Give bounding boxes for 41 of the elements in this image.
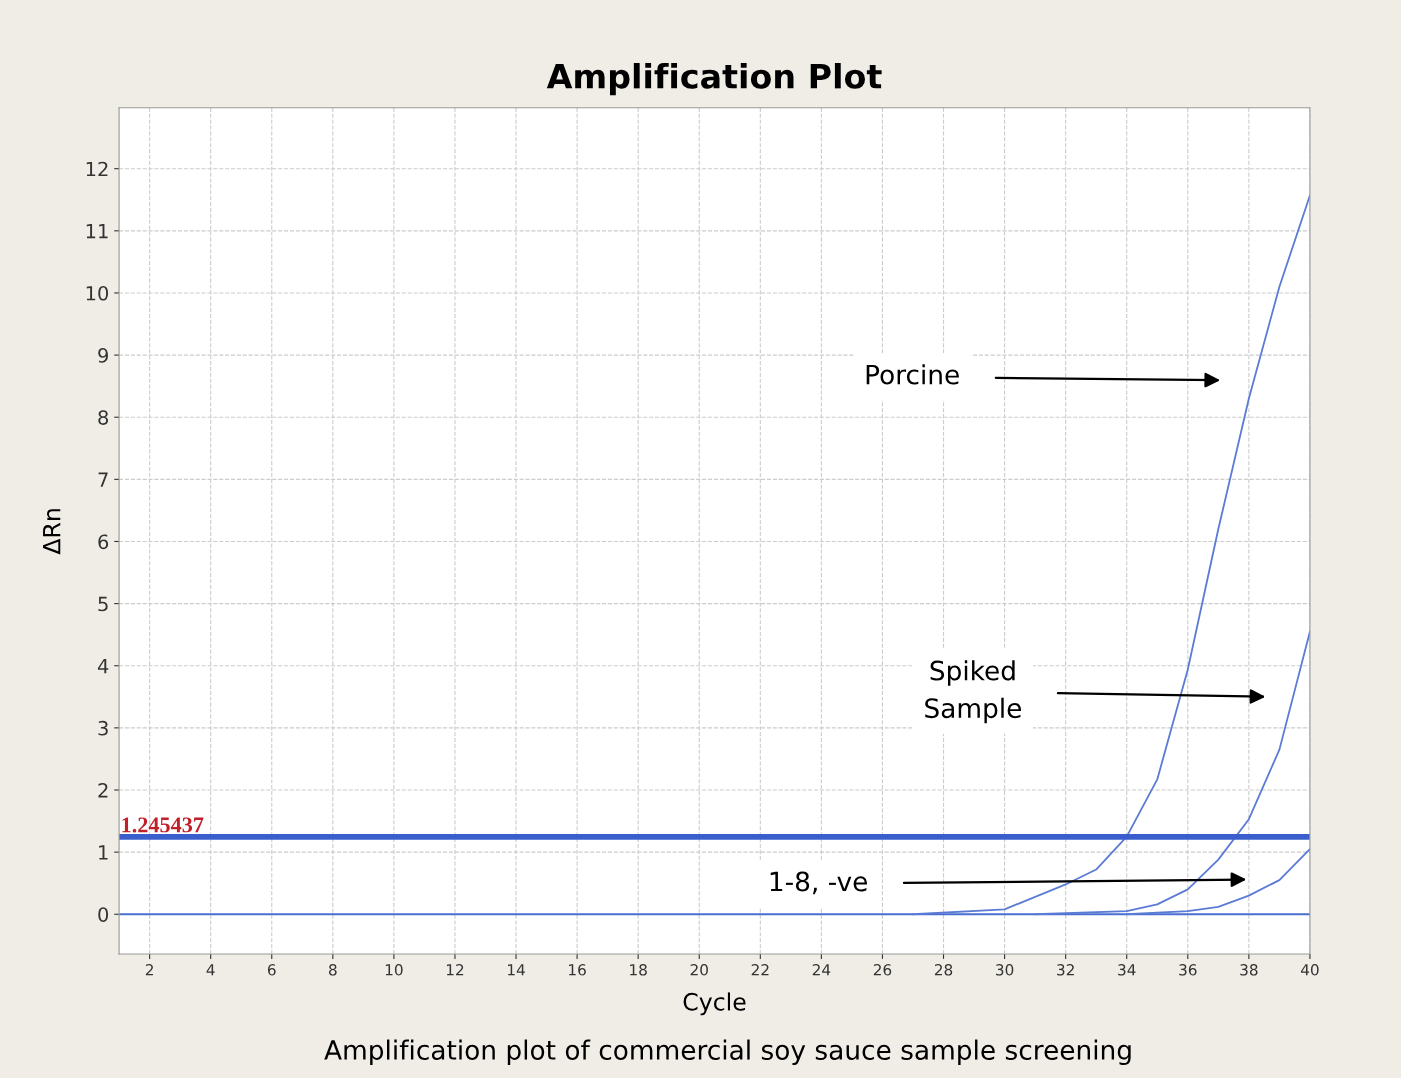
- y-tick-label: 3: [98, 720, 108, 736]
- x-tick-label: 18: [630, 964, 647, 976]
- x-tick-label: 30: [996, 964, 1014, 976]
- y-tick-label: 5: [98, 596, 108, 612]
- text: Amplification plot of commercial soy sauce sample screening: [324, 1039, 1131, 1066]
- x-tick-label: 28: [934, 964, 953, 976]
- y-tick-label: 7: [98, 472, 108, 487]
- x-tick-label: 40: [1300, 964, 1319, 976]
- x-tick-label: 36: [1179, 964, 1197, 976]
- y-axis-title: ΔRn: [43, 509, 61, 555]
- y-tick-label: 12: [86, 161, 108, 177]
- y-tick-label: 0: [98, 907, 109, 922]
- chart-title: Amplification Plot: [546, 63, 882, 96]
- x-tick-label: 2: [145, 964, 153, 976]
- y-tick-label: 4: [97, 658, 109, 674]
- x-tick-label: 38: [1240, 964, 1258, 976]
- x-tick-label: 20: [690, 964, 708, 976]
- x-tick-label: 4: [206, 964, 215, 976]
- x-axis-title: Cycle: [683, 992, 746, 1016]
- y-tick-label: 6: [98, 534, 109, 550]
- y-tick-label: 2: [98, 782, 108, 798]
- x-tick-label: 16: [569, 964, 586, 976]
- x-tick-label: 14: [507, 964, 525, 976]
- annotation: 1-8, -ve: [770, 871, 867, 895]
- x-tick-label: 8: [329, 964, 337, 976]
- y-tick-label: 1: [99, 845, 108, 860]
- annotation: Spiked Sample: [925, 660, 1021, 724]
- x-tick-label: 24: [812, 964, 831, 976]
- x-tick-label: 32: [1057, 964, 1074, 976]
- x-tick-label: 22: [751, 964, 769, 976]
- y-tick-label: 10: [86, 285, 109, 301]
- y-tick-label: 9: [98, 348, 108, 363]
- x-tick-label: 6: [267, 964, 276, 976]
- ref-line-label: 1.245437: [122, 817, 204, 833]
- x-tick-label: 12: [446, 964, 464, 976]
- x-tick-label: 10: [385, 964, 403, 976]
- y-tick-label: 8: [98, 410, 109, 425]
- x-tick-label: 26: [873, 964, 892, 976]
- x-tick-label: 34: [1118, 964, 1136, 976]
- annotation: Porcine: [866, 364, 959, 385]
- y-tick-label: 11: [86, 224, 108, 239]
